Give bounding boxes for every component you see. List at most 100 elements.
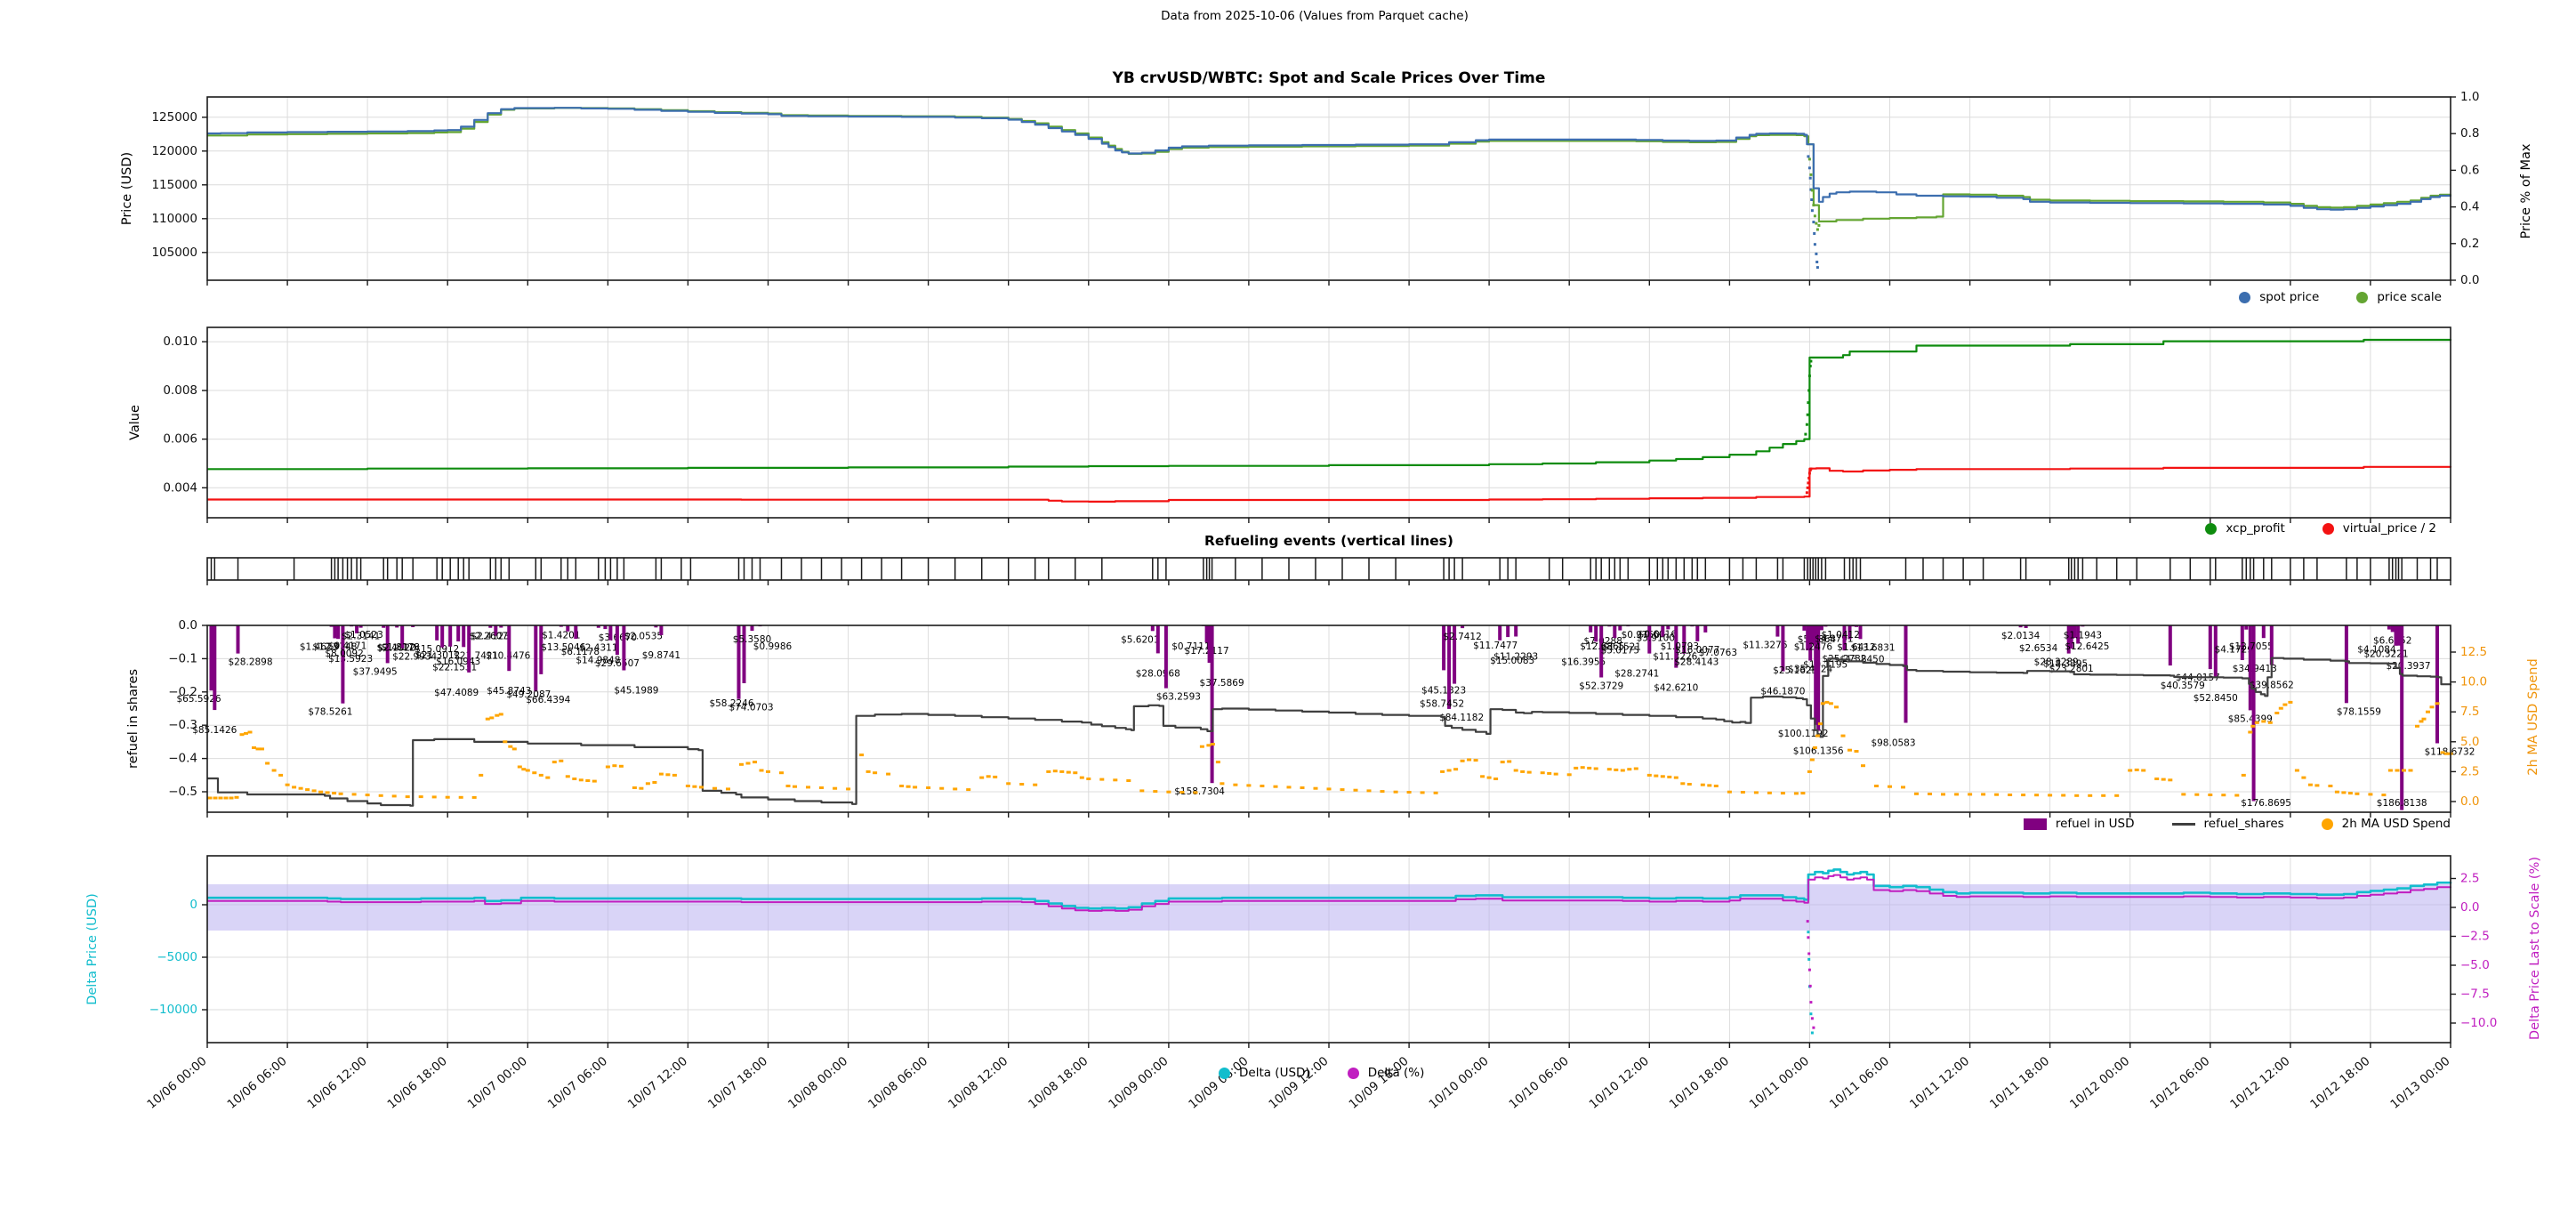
delta-pct-marker-icon: [1347, 1067, 1359, 1079]
delta-usd-legend-label: Delta (USD): [1239, 1066, 1310, 1080]
svg-text:$65.5926: $65.5926: [176, 694, 221, 705]
svg-text:0.0: 0.0: [2460, 794, 2479, 809]
svg-text:$0.4171: $0.4171: [328, 641, 366, 652]
svg-text:10/09 06:00: 10/09 06:00: [1186, 1054, 1251, 1112]
svg-text:10/07 18:00: 10/07 18:00: [705, 1054, 770, 1112]
svg-text:$1.4201: $1.4201: [542, 631, 580, 641]
svg-text:10/08 06:00: 10/08 06:00: [865, 1054, 930, 1112]
svg-text:$2.4311: $2.4311: [579, 643, 617, 654]
svg-text:$1.0793: $1.0793: [1661, 641, 1699, 652]
svg-text:10/12 12:00: 10/12 12:00: [2227, 1054, 2292, 1112]
value-y-axis-label: Value: [128, 405, 142, 440]
svg-text:$3.9100: $3.9100: [1637, 633, 1675, 643]
svg-text:0.004: 0.004: [163, 480, 197, 495]
svg-text:$2.6534: $2.6534: [2019, 643, 2058, 654]
svg-text:$0.6016: $0.6016: [1638, 630, 1678, 641]
svg-text:110000: 110000: [151, 212, 197, 226]
refueling-events-strip: [206, 557, 2451, 585]
value-plot: 0.010 0.008 0.006 0.004: [163, 326, 2452, 523]
svg-text:$2.0535: $2.0535: [624, 631, 663, 641]
svg-text:10/10 06:00: 10/10 06:00: [1507, 1054, 1572, 1112]
svg-text:120000: 120000: [151, 144, 197, 158]
svg-text:10/07 06:00: 10/07 06:00: [545, 1054, 610, 1112]
svg-text:115000: 115000: [151, 178, 197, 192]
refueling-strip-title: Refueling events (vertical lines): [1204, 533, 1453, 549]
svg-text:$2.1320: $2.1320: [377, 642, 415, 653]
price-y-axis-label: Price (USD): [120, 151, 134, 226]
svg-text:$5.3580: $5.3580: [733, 634, 771, 645]
svg-text:$12.7055: $12.7055: [2229, 641, 2274, 652]
ma-usd-spend-y-axis-label: 2h MA USD Spend: [2526, 658, 2540, 776]
svg-text:10/13 00:00: 10/13 00:00: [2387, 1054, 2452, 1112]
svg-text:$52.8450: $52.8450: [2194, 693, 2238, 704]
svg-text:10/11 18:00: 10/11 18:00: [1987, 1054, 2052, 1112]
svg-text:−0.4: −0.4: [168, 752, 197, 766]
svg-text:10/06 18:00: 10/06 18:00: [385, 1054, 450, 1112]
svg-text:$74.0703: $74.0703: [729, 703, 773, 713]
svg-text:10/07 00:00: 10/07 00:00: [465, 1054, 530, 1112]
price-scale-marker-icon: [2356, 291, 2369, 303]
svg-text:−0.1: −0.1: [168, 651, 197, 665]
spot-price-marker-icon: [2239, 291, 2251, 303]
svg-text:$11.3276: $11.3276: [1743, 641, 1787, 651]
svg-text:$9.8741: $9.8741: [642, 650, 680, 661]
refuel-usd-marker-icon: [2023, 818, 2047, 830]
svg-text:10/10 18:00: 10/10 18:00: [1667, 1054, 1732, 1112]
svg-text:−5.0: −5.0: [2460, 958, 2490, 972]
svg-text:$5.6201: $5.6201: [1121, 634, 1159, 645]
svg-text:$22.9934: $22.9934: [392, 652, 437, 663]
svg-text:10/06 12:00: 10/06 12:00: [304, 1054, 369, 1112]
svg-text:0.8: 0.8: [2460, 126, 2479, 141]
svg-text:$16.0077: $16.0077: [1675, 645, 1719, 656]
svg-text:2.5: 2.5: [2460, 764, 2479, 778]
svg-text:10/12 06:00: 10/12 06:00: [2147, 1054, 2212, 1112]
svg-text:10.0: 10.0: [2460, 675, 2487, 689]
svg-text:$106.1356: $106.1356: [1793, 746, 1844, 757]
svg-text:0.006: 0.006: [163, 432, 197, 447]
svg-text:−2.5: −2.5: [2460, 930, 2490, 944]
delta-usd-y-axis-label: Delta Price (USD): [85, 893, 100, 1005]
svg-text:$13.5923: $13.5923: [328, 654, 373, 665]
refuel-shares-y-axis-label: refuel in shares: [126, 669, 141, 769]
svg-text:$2.7412: $2.7412: [1443, 632, 1481, 642]
ma-usd-spend-legend-label: 2h MA USD Spend: [2341, 817, 2451, 831]
refuel-shares-marker-icon: [2171, 822, 2195, 826]
svg-text:$40.3579: $40.3579: [2161, 681, 2205, 691]
svg-text:$85.4399: $85.4399: [2228, 713, 2273, 724]
svg-text:$0.9986: $0.9986: [753, 641, 793, 652]
ma-usd-spend-marker-icon: [2321, 818, 2333, 830]
svg-text:125000: 125000: [151, 110, 197, 125]
svg-text:$1.4623: $1.4623: [300, 642, 338, 653]
svg-text:$15.0083: $15.0083: [1490, 656, 1534, 666]
svg-text:$66.4394: $66.4394: [526, 695, 570, 705]
svg-text:$1.6412: $1.6412: [1837, 642, 1875, 653]
svg-text:10/12 18:00: 10/12 18:00: [2307, 1054, 2372, 1112]
svg-text:$5.0175: $5.0175: [1601, 646, 1639, 657]
svg-text:$12.6425: $12.6425: [2065, 641, 2109, 652]
svg-text:10/08 12:00: 10/08 12:00: [946, 1054, 1010, 1112]
svg-text:$28.3289: $28.3289: [2034, 657, 2079, 668]
svg-text:0: 0: [189, 898, 197, 912]
svg-text:$37.9495: $37.9495: [353, 666, 398, 677]
svg-text:$15.0912: $15.0912: [415, 644, 459, 655]
svg-text:10/12 00:00: 10/12 00:00: [2067, 1054, 2132, 1112]
legend-item-delta-usd: Delta (USD): [1219, 1066, 1310, 1080]
svg-text:7.5: 7.5: [2460, 705, 2479, 719]
svg-text:1.0: 1.0: [2460, 90, 2479, 104]
svg-text:$28.0968: $28.0968: [1136, 668, 1180, 679]
xcp-profit-legend-label: xcp_profit: [2226, 521, 2285, 536]
svg-text:−0.3: −0.3: [168, 718, 197, 732]
delta-pct-legend-label: Delta (%): [1367, 1066, 1425, 1080]
svg-text:$1.8178: $1.8178: [381, 642, 419, 653]
svg-text:$1.0523: $1.0523: [344, 630, 382, 641]
svg-text:$0.7111: $0.7111: [1171, 641, 1210, 652]
legend-item-spot-price: spot price: [2239, 290, 2319, 304]
svg-text:5.0: 5.0: [2460, 735, 2479, 749]
svg-text:0.4: 0.4: [2460, 200, 2479, 214]
legend-item-ma-usd-spend: 2h MA USD Spend: [2321, 817, 2451, 831]
svg-text:−7.5: −7.5: [2460, 987, 2490, 1002]
svg-text:$85.1426: $85.1426: [192, 725, 237, 736]
svg-text:$4.1729: $4.1729: [2215, 645, 2253, 656]
svg-text:$118.6732: $118.6732: [2425, 747, 2475, 758]
svg-text:−5000: −5000: [157, 950, 197, 964]
